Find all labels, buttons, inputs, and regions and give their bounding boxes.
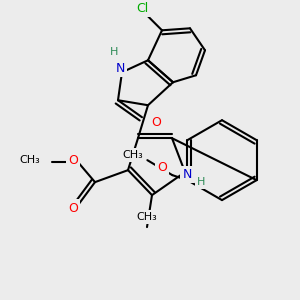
Text: N: N xyxy=(182,168,192,181)
Text: Cl: Cl xyxy=(136,2,148,15)
Text: O: O xyxy=(158,161,167,174)
Text: O: O xyxy=(68,154,78,167)
Text: CH₃: CH₃ xyxy=(122,150,143,160)
Text: O: O xyxy=(68,202,78,214)
Text: H: H xyxy=(110,47,118,57)
Text: CH₃: CH₃ xyxy=(19,155,40,165)
Text: O: O xyxy=(151,116,161,129)
Text: CH₃: CH₃ xyxy=(136,212,158,222)
Text: N: N xyxy=(115,62,125,75)
Text: H: H xyxy=(197,177,205,187)
